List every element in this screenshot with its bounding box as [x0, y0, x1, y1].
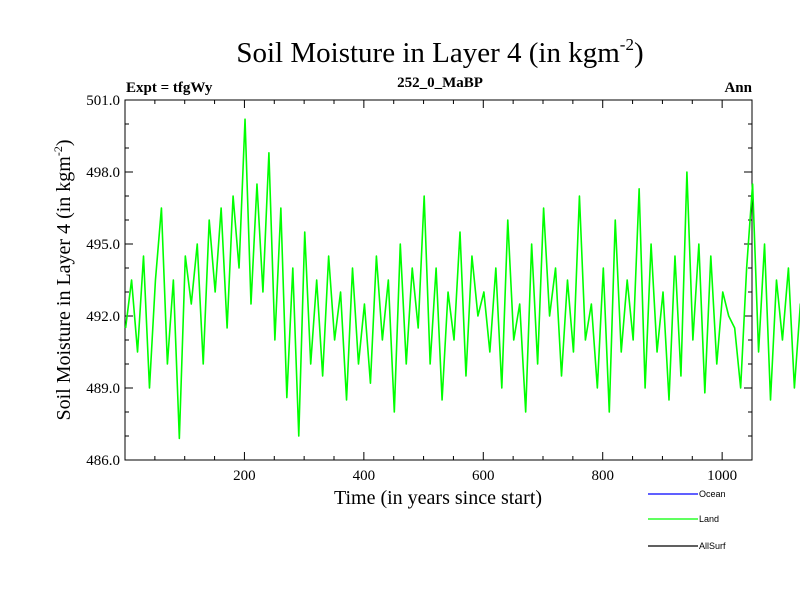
y-tick-label: 495.0 — [86, 237, 120, 253]
y-axis-label: Soil Moisture in Layer 4 (in kgm-2) — [51, 139, 75, 420]
legend: Ocean Land AllSurf — [648, 489, 726, 551]
y-axis-label-text: Soil Moisture in Layer 4 (in kgm — [53, 156, 75, 421]
legend-label-allsurf: AllSurf — [699, 541, 726, 551]
x-tick-label: 400 — [353, 468, 376, 484]
x-tick-label: 200 — [233, 468, 256, 484]
subtitle-center: 252_0_MaBP — [397, 75, 483, 91]
legend-label-land: Land — [699, 514, 719, 524]
y-tick-label: 486.0 — [86, 453, 120, 469]
subtitle-right: Ann — [724, 80, 752, 96]
chart-title-text: Soil Moisture in Layer 4 (in kgm — [236, 37, 620, 69]
legend-label-ocean: Ocean — [699, 489, 726, 499]
y-axis-label-superscript: -2 — [51, 146, 65, 156]
y-tick-label: 492.0 — [86, 309, 120, 325]
axis-ticks: 200 400 600 800 1000 486.0 489.0 492.0 495.0 498.… — [86, 93, 752, 484]
series-line-land — [124, 118, 800, 440]
y-axis-label-close: ) — [53, 139, 75, 146]
x-tick-label: 800 — [591, 468, 614, 484]
plot-frame — [124, 99, 753, 461]
chart-title: Soil Moisture in Layer 4 (in kgm-2) — [236, 35, 643, 69]
subtitle-left: Expt = tfgWy — [126, 80, 213, 96]
y-tick-label: 501.0 — [86, 93, 120, 109]
series-layer — [124, 118, 800, 440]
y-tick-label: 498.0 — [86, 165, 120, 181]
x-tick-label: 600 — [472, 468, 495, 484]
chart-title-close: ) — [634, 37, 644, 69]
chart-title-superscript: -2 — [620, 35, 634, 54]
x-tick-label: 1000 — [707, 468, 737, 484]
y-tick-label: 489.0 — [86, 381, 120, 397]
x-axis-label: Time (in years since start) — [334, 487, 542, 509]
